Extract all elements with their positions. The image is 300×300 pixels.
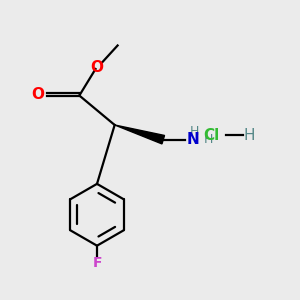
Text: N: N [187,132,200,147]
Text: H: H [190,125,200,138]
Text: F: F [92,256,102,270]
Polygon shape [115,125,164,144]
Text: O: O [31,87,44,102]
Text: Cl: Cl [204,128,220,143]
Text: H: H [204,133,213,146]
Text: O: O [91,60,103,75]
Text: H: H [244,128,255,143]
